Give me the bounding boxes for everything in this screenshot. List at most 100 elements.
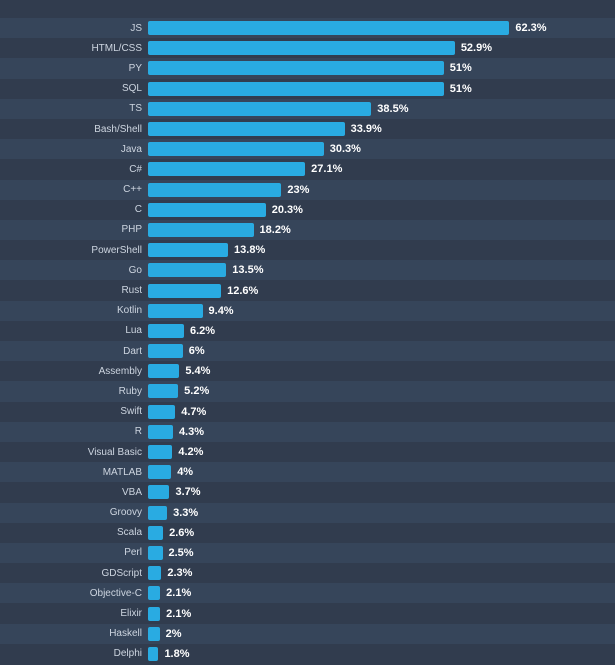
bar-row: Go13.5% xyxy=(0,260,615,280)
bar-fill xyxy=(148,82,444,96)
bar-label: HTML/CSS xyxy=(0,43,148,54)
bar-label: Java xyxy=(0,144,148,155)
bar-fill xyxy=(148,183,281,197)
bar-label: Kotlin xyxy=(0,305,148,316)
bar-row: R 4.3% xyxy=(0,422,615,442)
bar-row: Scala2.6% xyxy=(0,523,615,543)
bar-label: PY xyxy=(0,63,148,74)
bar-label: C xyxy=(0,204,148,215)
language-usage-chart: JS62.3%HTML/CSS52.9%PY51%SQL51%TS38.5%Ba… xyxy=(0,0,615,664)
bar-label: R xyxy=(0,426,148,437)
bar-row: C++23% xyxy=(0,180,615,200)
bar-track: 18.2% xyxy=(148,220,615,240)
bar-label: Haskell xyxy=(0,628,148,639)
bar-label: PHP xyxy=(0,224,148,235)
bar-row: Java30.3% xyxy=(0,139,615,159)
bar-row: HTML/CSS52.9% xyxy=(0,38,615,58)
bar-value: 3.7% xyxy=(175,486,200,498)
bar-track: 20.3% xyxy=(148,200,615,220)
bar-fill xyxy=(148,142,324,156)
bar-row: GDScript 2.3% xyxy=(0,563,615,583)
bar-track: 13.8% xyxy=(148,240,615,260)
bar-row: MATLAB4% xyxy=(0,462,615,482)
bar-value: 1.8% xyxy=(164,648,189,660)
bar-fill xyxy=(148,506,167,520)
bar-label: SQL xyxy=(0,83,148,94)
bar-fill xyxy=(148,243,228,257)
bar-fill xyxy=(148,122,345,136)
bar-label: Objective-C xyxy=(0,588,148,599)
bar-track: 33.9% xyxy=(148,119,615,139)
bar-label: GDScript xyxy=(0,568,148,579)
bar-track: 2% xyxy=(148,624,615,644)
bar-value: 27.1% xyxy=(311,163,342,175)
bar-row: Haskell2% xyxy=(0,624,615,644)
bar-value: 4.2% xyxy=(178,446,203,458)
bar-track: 3.7% xyxy=(148,482,615,502)
bar-track: 13.5% xyxy=(148,260,615,280)
bar-value: 23% xyxy=(287,184,309,196)
bar-track: 6% xyxy=(148,341,615,361)
bar-label: Bash/Shell xyxy=(0,124,148,135)
bar-value: 5.2% xyxy=(184,385,209,397)
bar-row: Bash/Shell33.9% xyxy=(0,119,615,139)
bar-label: Dart xyxy=(0,346,148,357)
bar-label: Go xyxy=(0,265,148,276)
bar-row: Perl2.5% xyxy=(0,543,615,563)
bar-track: 38.5% xyxy=(148,99,615,119)
bar-fill xyxy=(148,607,160,621)
bar-track: 4.7% xyxy=(148,402,615,422)
bar-track: 52.9% xyxy=(148,38,615,58)
bar-value: 4.3% xyxy=(179,426,204,438)
bar-value: 51% xyxy=(450,62,472,74)
bar-value: 5.4% xyxy=(185,365,210,377)
bar-value: 2.3% xyxy=(167,567,192,579)
bar-row: JS62.3% xyxy=(0,18,615,38)
bar-value: 62.3% xyxy=(515,22,546,34)
bar-row: Rust12.6% xyxy=(0,280,615,300)
bar-label: PowerShell xyxy=(0,245,148,256)
bar-fill xyxy=(148,425,173,439)
bar-label: Scala xyxy=(0,527,148,538)
bar-row: PY 51% xyxy=(0,58,615,78)
bar-label: Assembly xyxy=(0,366,148,377)
bar-fill xyxy=(148,647,158,661)
bar-label: TS xyxy=(0,103,148,114)
bar-fill xyxy=(148,21,509,35)
bar-fill xyxy=(148,344,183,358)
bar-row: C# 27.1% xyxy=(0,159,615,179)
bar-value: 2.1% xyxy=(166,608,191,620)
bar-label: Swift xyxy=(0,406,148,417)
bar-value: 20.3% xyxy=(272,204,303,216)
bar-row: Groovy3.3% xyxy=(0,503,615,523)
bar-value: 38.5% xyxy=(377,103,408,115)
bar-value: 51% xyxy=(450,83,472,95)
bar-fill xyxy=(148,263,226,277)
bar-row: Lua6.2% xyxy=(0,321,615,341)
bar-label: C# xyxy=(0,164,148,175)
bar-track: 2.5% xyxy=(148,543,615,563)
bar-row: PowerShell13.8% xyxy=(0,240,615,260)
bar-label: MATLAB xyxy=(0,467,148,478)
bar-fill xyxy=(148,102,371,116)
bar-fill xyxy=(148,465,171,479)
bar-track: 5.2% xyxy=(148,381,615,401)
bar-track: 4.2% xyxy=(148,442,615,462)
bar-value: 18.2% xyxy=(260,224,291,236)
bar-fill xyxy=(148,223,254,237)
bar-value: 6% xyxy=(189,345,205,357)
bar-fill xyxy=(148,546,163,560)
bar-track: 9.4% xyxy=(148,301,615,321)
bar-fill xyxy=(148,586,160,600)
bar-row: Assembly 5.4% xyxy=(0,361,615,381)
bar-track: 27.1% xyxy=(148,159,615,179)
bar-label: Rust xyxy=(0,285,148,296)
bar-fill xyxy=(148,61,444,75)
bar-track: 6.2% xyxy=(148,321,615,341)
bar-row: PHP 18.2% xyxy=(0,220,615,240)
bar-track: 4% xyxy=(148,462,615,482)
bar-fill xyxy=(148,566,161,580)
bar-fill xyxy=(148,526,163,540)
bar-label: Lua xyxy=(0,325,148,336)
bar-fill xyxy=(148,304,203,318)
